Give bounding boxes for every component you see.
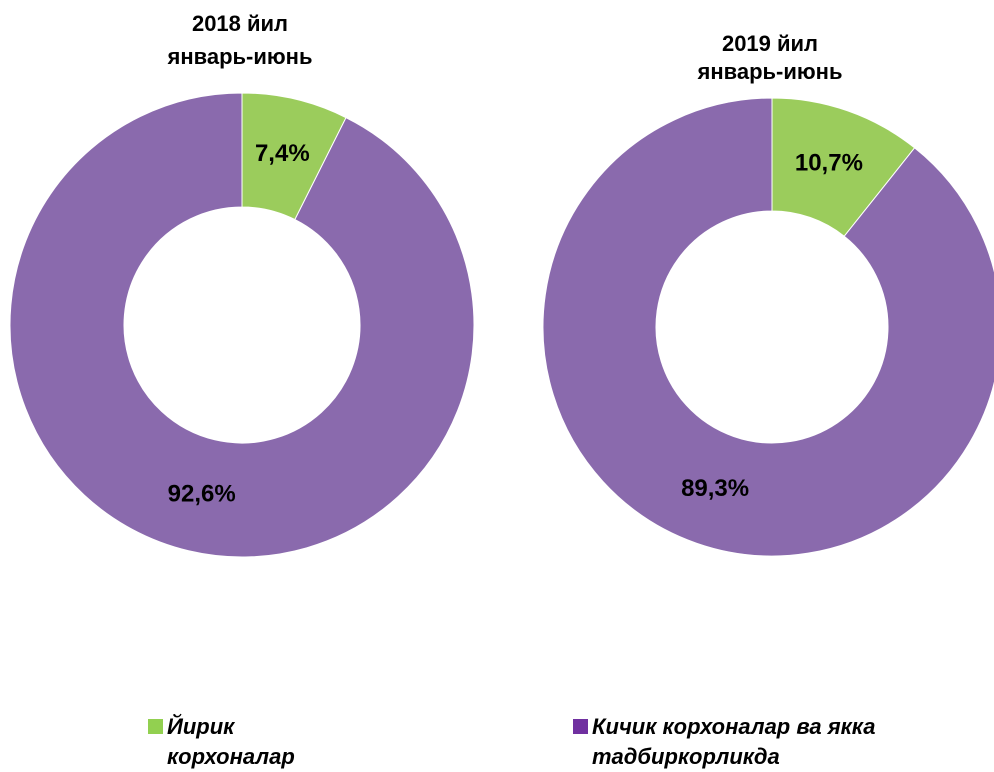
legend-swatch xyxy=(148,719,163,734)
data-label: 89,3% xyxy=(681,475,749,502)
legend-item: Йирик корхоналар xyxy=(148,712,295,772)
legend-item: Кичик корхоналар ва якка тадбиркорликда xyxy=(573,712,953,772)
donut-segment xyxy=(9,92,475,558)
legend-label: Кичик корхоналар ва якка тадбиркорликда xyxy=(592,714,876,769)
donut-segment xyxy=(542,97,994,557)
chart-title: 2018 йил xyxy=(192,11,288,36)
legend-swatch xyxy=(573,719,588,734)
chart-title: январь-июнь xyxy=(696,59,842,84)
data-label: 92,6% xyxy=(168,481,236,508)
data-label: 7,4% xyxy=(255,140,310,167)
legend-label: Йирик корхоналар xyxy=(167,714,295,769)
chart-title: январь-июнь xyxy=(166,44,312,69)
data-label: 10,7% xyxy=(795,149,863,176)
chart-title: 2019 йил xyxy=(722,31,818,56)
